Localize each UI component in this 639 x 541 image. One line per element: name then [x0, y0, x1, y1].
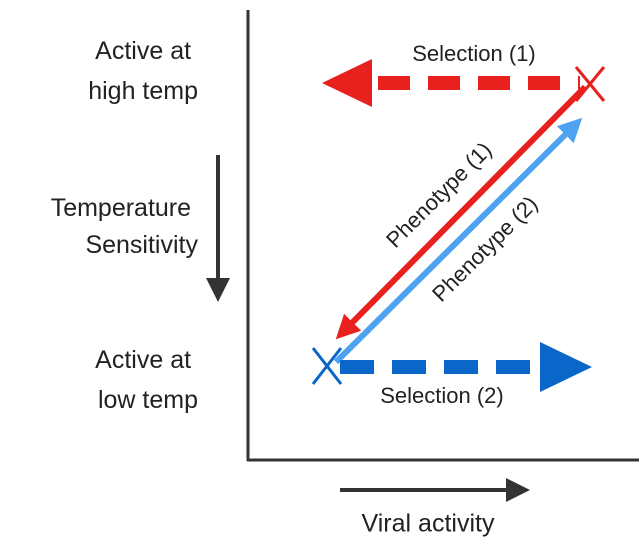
y-top-label: Active at high temp — [88, 37, 198, 105]
y-middle-label: Temperature Sensitivity — [51, 194, 199, 259]
selection-1-label: Selection (1) — [412, 41, 536, 66]
x-axis-label: Viral activity — [362, 510, 495, 538]
selection-2-head — [540, 342, 592, 392]
phenotype-1-arrow — [335, 84, 588, 340]
selection-1-head — [322, 59, 372, 107]
selection-2-label: Selection (2) — [380, 383, 504, 408]
blue-x — [311, 347, 343, 385]
phenotype-2-arrow — [333, 117, 583, 365]
y-bottom-label: Active at low temp — [95, 346, 198, 414]
phenotype-2-label: Phenotype (2) — [427, 191, 542, 306]
